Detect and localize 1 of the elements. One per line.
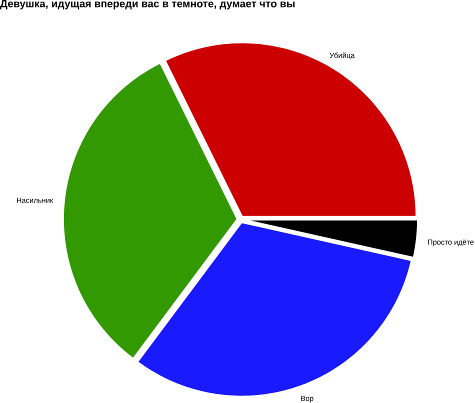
chart-title: Девушка, идущая впереди вас в темноте, думает что вы bbox=[0, 0, 295, 10]
